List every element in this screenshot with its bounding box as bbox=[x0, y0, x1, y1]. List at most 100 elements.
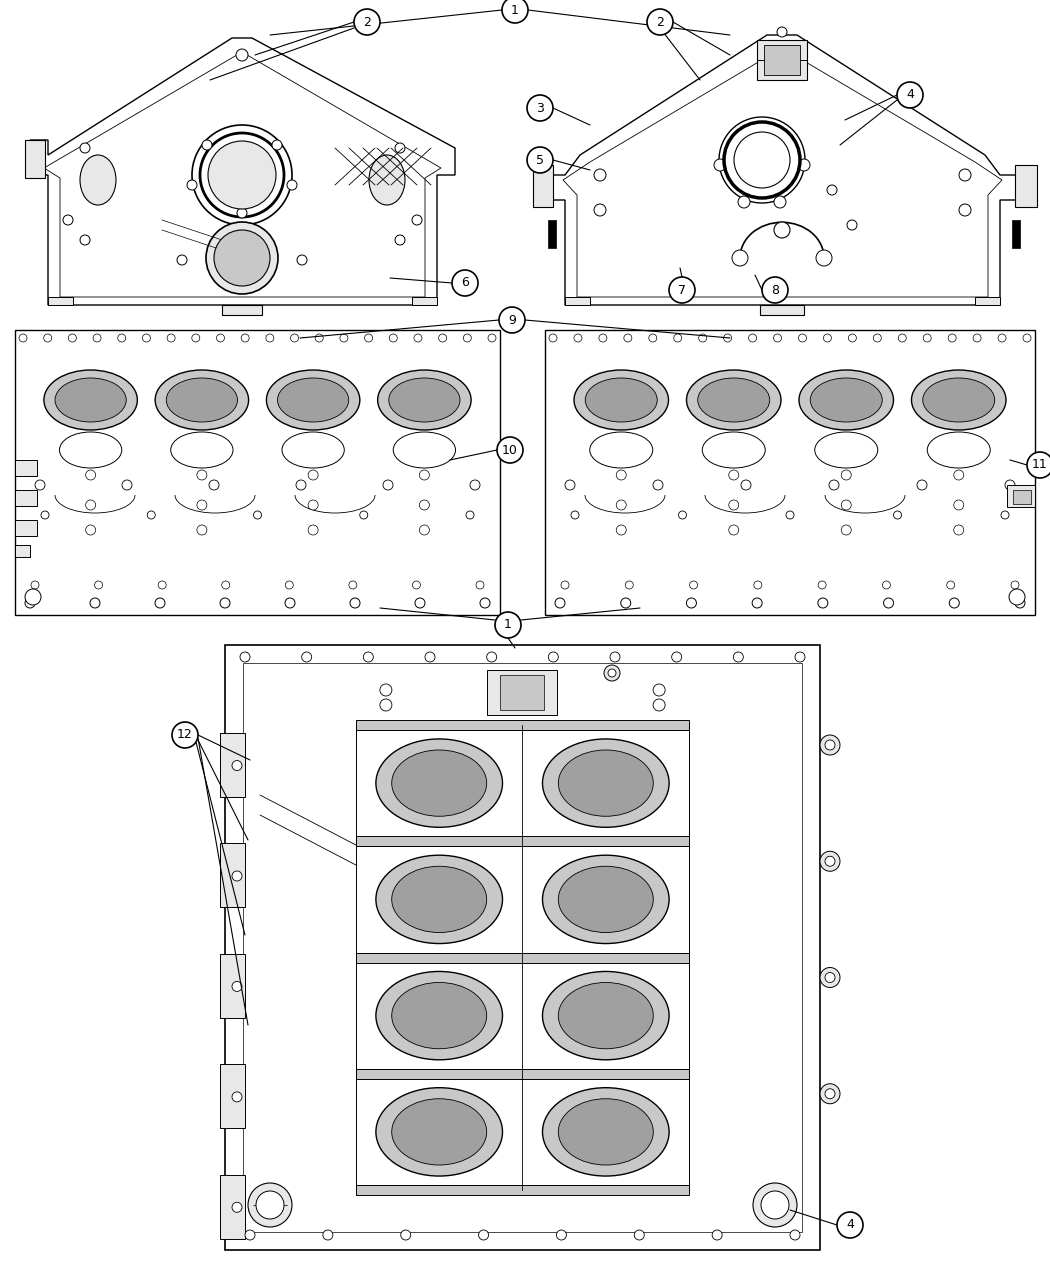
Ellipse shape bbox=[543, 856, 669, 944]
Ellipse shape bbox=[392, 983, 487, 1049]
Ellipse shape bbox=[378, 370, 471, 430]
Circle shape bbox=[729, 470, 739, 479]
Ellipse shape bbox=[393, 432, 456, 468]
Circle shape bbox=[561, 581, 569, 589]
Polygon shape bbox=[30, 38, 455, 305]
Circle shape bbox=[232, 1202, 242, 1213]
Circle shape bbox=[687, 598, 696, 608]
Bar bbox=[356, 1184, 689, 1195]
Circle shape bbox=[610, 652, 620, 662]
Circle shape bbox=[837, 1213, 863, 1238]
Circle shape bbox=[818, 598, 827, 608]
Bar bbox=[764, 45, 800, 75]
Circle shape bbox=[594, 170, 606, 181]
Circle shape bbox=[297, 255, 307, 265]
Circle shape bbox=[712, 1230, 722, 1241]
Circle shape bbox=[786, 511, 794, 519]
Circle shape bbox=[825, 740, 835, 750]
Ellipse shape bbox=[376, 856, 503, 944]
Bar bbox=[356, 952, 689, 963]
Circle shape bbox=[608, 669, 616, 677]
Circle shape bbox=[390, 334, 397, 342]
Ellipse shape bbox=[543, 1088, 669, 1176]
Circle shape bbox=[380, 683, 392, 696]
Circle shape bbox=[197, 500, 207, 510]
Circle shape bbox=[192, 334, 200, 342]
Circle shape bbox=[874, 334, 881, 342]
Circle shape bbox=[200, 133, 284, 217]
Ellipse shape bbox=[55, 377, 126, 422]
Bar bbox=[545, 330, 1035, 615]
Circle shape bbox=[527, 96, 553, 121]
Circle shape bbox=[604, 666, 620, 681]
Circle shape bbox=[830, 479, 839, 490]
Circle shape bbox=[286, 581, 293, 589]
Circle shape bbox=[86, 470, 96, 479]
Circle shape bbox=[315, 334, 323, 342]
Text: 3: 3 bbox=[537, 102, 544, 115]
Ellipse shape bbox=[927, 432, 990, 468]
Ellipse shape bbox=[815, 432, 878, 468]
Circle shape bbox=[220, 598, 230, 608]
Circle shape bbox=[155, 598, 165, 608]
Text: 1: 1 bbox=[511, 4, 519, 17]
Ellipse shape bbox=[392, 866, 487, 932]
Circle shape bbox=[723, 334, 732, 342]
Circle shape bbox=[774, 196, 786, 208]
Bar bbox=[412, 297, 437, 305]
Circle shape bbox=[820, 852, 840, 871]
Bar bbox=[760, 305, 804, 315]
Bar bbox=[220, 1174, 245, 1239]
Ellipse shape bbox=[687, 370, 781, 430]
Ellipse shape bbox=[171, 432, 233, 468]
Circle shape bbox=[959, 204, 971, 215]
Ellipse shape bbox=[376, 740, 503, 827]
Circle shape bbox=[308, 525, 318, 536]
Bar bbox=[500, 674, 544, 710]
Bar bbox=[356, 1068, 689, 1079]
Circle shape bbox=[463, 334, 471, 342]
Circle shape bbox=[1023, 334, 1031, 342]
Circle shape bbox=[548, 652, 559, 662]
Circle shape bbox=[237, 208, 247, 218]
Circle shape bbox=[236, 48, 248, 61]
Circle shape bbox=[272, 140, 282, 150]
Circle shape bbox=[256, 1191, 284, 1219]
Circle shape bbox=[672, 652, 681, 662]
Bar bbox=[15, 460, 37, 476]
Ellipse shape bbox=[369, 156, 405, 205]
Circle shape bbox=[177, 255, 187, 265]
Circle shape bbox=[690, 581, 697, 589]
Bar bbox=[220, 733, 245, 797]
Circle shape bbox=[25, 598, 35, 608]
Ellipse shape bbox=[44, 370, 138, 430]
Ellipse shape bbox=[388, 377, 460, 422]
Circle shape bbox=[777, 27, 788, 37]
Circle shape bbox=[232, 871, 242, 881]
Circle shape bbox=[953, 470, 964, 479]
Circle shape bbox=[253, 511, 261, 519]
Ellipse shape bbox=[376, 972, 503, 1060]
Circle shape bbox=[419, 470, 429, 479]
Circle shape bbox=[999, 334, 1006, 342]
Circle shape bbox=[232, 1091, 242, 1102]
Text: 11: 11 bbox=[1032, 459, 1048, 472]
Circle shape bbox=[296, 479, 306, 490]
Circle shape bbox=[790, 1230, 800, 1241]
Circle shape bbox=[308, 470, 318, 479]
Circle shape bbox=[1001, 511, 1009, 519]
Circle shape bbox=[1027, 453, 1050, 478]
Circle shape bbox=[187, 180, 197, 190]
Circle shape bbox=[147, 511, 155, 519]
Ellipse shape bbox=[911, 370, 1006, 430]
Circle shape bbox=[172, 722, 198, 748]
Circle shape bbox=[923, 334, 931, 342]
Circle shape bbox=[470, 479, 480, 490]
Circle shape bbox=[917, 479, 927, 490]
Circle shape bbox=[380, 699, 392, 711]
Circle shape bbox=[216, 334, 225, 342]
Ellipse shape bbox=[392, 750, 487, 816]
Circle shape bbox=[527, 147, 553, 173]
Circle shape bbox=[214, 230, 270, 286]
Circle shape bbox=[41, 511, 49, 519]
